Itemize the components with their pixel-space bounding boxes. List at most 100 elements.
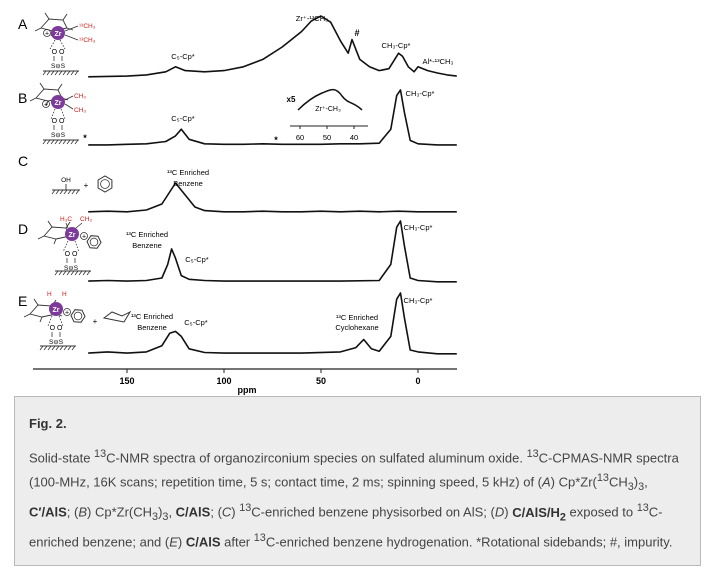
surface-hatch: [51, 345, 56, 351]
zr-label: Zr: [55, 100, 62, 107]
surface-hatch: [59, 189, 64, 195]
bond: [64, 103, 74, 110]
cp-methyl: [23, 313, 31, 318]
methyl-label: H₃C: [60, 216, 72, 223]
dashed-bond: [49, 39, 56, 50]
surface-hatch: [42, 139, 47, 145]
peak-annotation: Cyclohexane: [335, 323, 378, 332]
peak-annotation: C₅-Cp*: [184, 318, 208, 327]
methyl-label: H: [47, 291, 52, 298]
surface-hatch: [55, 189, 60, 195]
surface-hatch: [54, 270, 59, 276]
surface-hatch: [71, 345, 76, 351]
cp-ring: [40, 18, 68, 32]
peak-annotation: CH₃-Cp*: [404, 296, 433, 305]
peak-annotation: C₅-Cp*: [171, 52, 195, 61]
surface-hatch: [51, 189, 56, 195]
zr-atom: [65, 227, 79, 241]
charge-plus-icon: [63, 308, 71, 316]
cp-methyl: [34, 27, 42, 32]
cp-methyl: [65, 221, 71, 229]
zr-label: Zr: [53, 307, 60, 314]
molecule-c: OH +: [51, 175, 113, 195]
aromatic-circle: [100, 179, 110, 189]
x-axis-label: ppm: [238, 385, 257, 395]
surface-hatch: [46, 70, 51, 76]
charge-symbol: +: [44, 102, 48, 109]
surface-hatch: [43, 345, 48, 351]
surface-hatch: [74, 139, 79, 145]
aromatic-circle: [89, 237, 99, 247]
peak-annotation: *: [83, 133, 87, 143]
x-tick-label: 50: [316, 376, 326, 386]
plus-sign: +: [93, 317, 98, 326]
peak-annotation: Benzene: [137, 323, 167, 332]
cp-methyl: [62, 13, 68, 21]
inset-tick-label: 40: [350, 133, 358, 142]
x-tick-label: 0: [415, 376, 420, 386]
surface-hatch: [70, 139, 75, 145]
surface-hatch: [63, 189, 68, 195]
surface-hatch: [50, 139, 55, 145]
cp-methyl: [44, 12, 50, 20]
charge-plus-icon: [80, 232, 88, 240]
surface-hatch: [62, 139, 67, 145]
spectrum-line: [88, 89, 457, 146]
molecule-b: Zr + CH₃ CH₃ O O S⊖S: [29, 82, 86, 145]
plus-sign: +: [84, 181, 89, 190]
surface-hatch: [59, 345, 64, 351]
peak-annotation: CH₃-Cp*: [404, 223, 433, 232]
dashed-bond: [74, 240, 80, 253]
zr-atom: [51, 95, 65, 109]
sulfate-group: O O: [52, 49, 65, 56]
cp-methyl: [39, 316, 43, 323]
bond: [64, 34, 79, 41]
surface-hatch: [62, 70, 67, 76]
peak-annotation: C₅-Cp*: [171, 114, 195, 123]
x-tick-label: 100: [216, 376, 231, 386]
surface-hatch: [86, 270, 91, 276]
panel-d: D ¹³C Enriched Benzene C₅-Cp* CH₃-Cp* Zr + H₃C C…: [18, 216, 457, 283]
surface-hatch: [75, 189, 80, 195]
bond: [75, 222, 83, 229]
peak-annotation: #: [354, 28, 359, 38]
cyclohexane-ring: [102, 310, 132, 323]
surface-hatch: [58, 270, 63, 276]
nmr-figure: A Zr⁺-¹³CH₃ # CH₃-Cp* Al*-¹³CH₃ C₅-Cp* Zr + ¹³CH…: [18, 12, 457, 395]
peak-annotation: ¹³C Enriched: [167, 168, 209, 177]
inset-tick-label: 60: [296, 133, 304, 142]
benzene-ring: [97, 175, 113, 193]
zr-atom: [51, 26, 65, 40]
zr-label: Zr: [69, 232, 76, 239]
molecule-d: Zr + H₃C CH₃ O O S⊖S: [37, 216, 102, 276]
methyl-label: CH₃: [74, 107, 86, 114]
surface-hatch: [58, 139, 63, 145]
surface-hatch: [55, 345, 60, 351]
surface-hatch: [63, 345, 68, 351]
surface-hatch: [71, 189, 76, 195]
spectrum-line: [88, 292, 457, 355]
panel-label: B: [18, 90, 27, 106]
charge-plus-icon: [42, 100, 50, 108]
peak-annotation: Zr⁺-CH₃: [315, 106, 341, 113]
caption-title: Fig. 2.: [29, 416, 67, 431]
inset-plot: 60 50 40 x5 Zr⁺-CH₃: [287, 88, 368, 142]
surface-hatch: [66, 70, 71, 76]
surface-hatch: [62, 270, 67, 276]
surface-hatch: [66, 139, 71, 145]
surface-hatch: [47, 345, 52, 351]
bond: [64, 95, 74, 101]
sulfate-group: O O: [65, 251, 78, 258]
charge-plus-icon: [43, 29, 51, 37]
surface-hatch: [42, 70, 47, 76]
peak-annotation: *: [274, 135, 278, 145]
peak-annotation: C₅-Cp*: [185, 255, 209, 264]
methyl-label: ¹³CH₃: [79, 37, 96, 44]
inset-line: [297, 88, 363, 111]
figure-caption: Fig. 2. Solid-state 13C-NMR spectra of o…: [14, 396, 701, 566]
panel-c: C ¹³C Enriched Benzene OH +: [18, 153, 457, 213]
charge-symbol: +: [82, 234, 86, 241]
sulfate-group: S⊖S: [64, 265, 79, 272]
cp-methyl: [39, 82, 45, 90]
cp-methyl: [37, 235, 45, 240]
